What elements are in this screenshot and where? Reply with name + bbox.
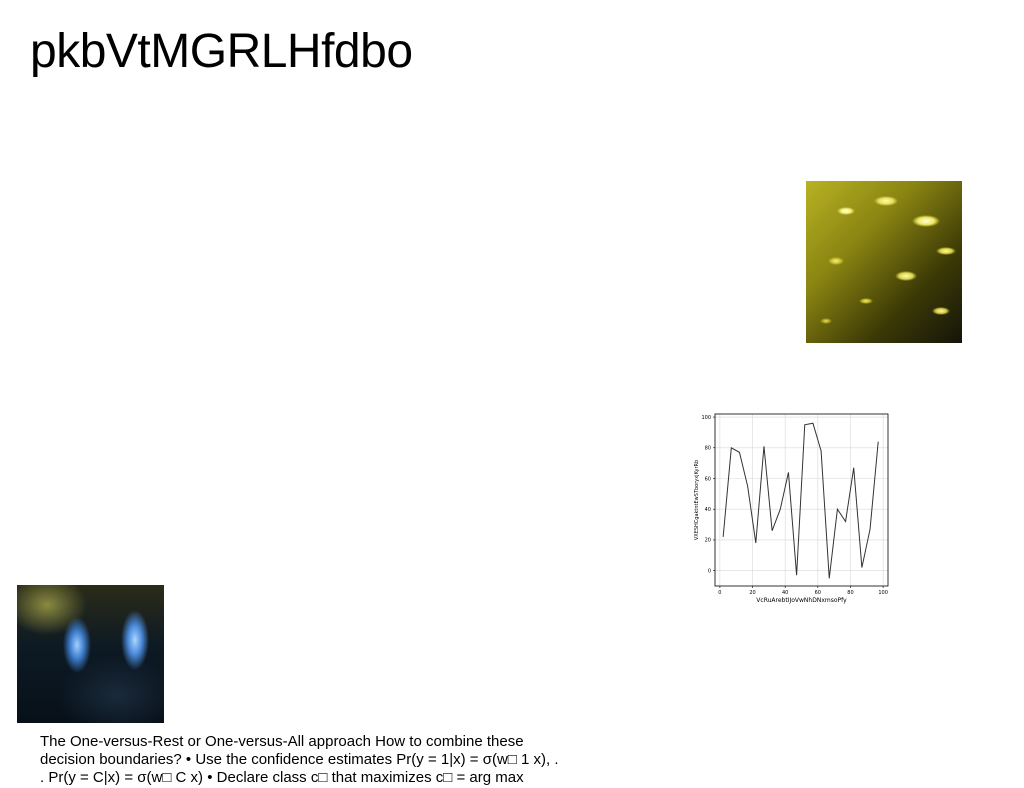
y-tick-label: 60 [705, 476, 711, 482]
plot-frame [714, 413, 889, 587]
y-tick-label: 40 [705, 507, 711, 513]
y-tick-label: 0 [708, 568, 711, 574]
caption-line: . Pr(y = C|x) = σ(w□ C x) • Declare clas… [40, 769, 524, 786]
caption-text: The One-versus-Rest or One-versus-All ap… [40, 733, 600, 787]
series-line [722, 422, 879, 579]
y-tick-label: 80 [705, 446, 711, 452]
blue-lights-image [17, 585, 164, 723]
x-tick-label: 0 [718, 590, 721, 596]
y-tick-label: 100 [701, 415, 711, 421]
x-tick-label: 100 [878, 590, 888, 596]
chart-grid [715, 414, 888, 586]
line-chart: 0 20 40 60 80 100 0 20 40 60 80 100 VcRuArebtIJoVwN… [694, 413, 889, 604]
x-tick-label: 20 [749, 590, 755, 596]
slide-title: pkbVtMGRLHfdbo [30, 25, 413, 78]
x-tick-label: 60 [815, 590, 821, 596]
x-axis-label: VcRuArebtIJoVwNhDNxmsoPfy [756, 597, 847, 604]
caption-line: The One-versus-Rest or One-versus-All ap… [40, 733, 524, 750]
caption-line: decision boundaries? • Use the confidenc… [40, 751, 559, 768]
y-tick-label: 20 [705, 538, 711, 544]
chart-ticks: 0 20 40 60 80 100 0 20 40 60 80 100 [701, 415, 887, 596]
x-tick-label: 40 [782, 590, 788, 596]
x-tick-label: 80 [847, 590, 853, 596]
yellow-sparks-image [806, 181, 962, 343]
y-axis-label: VXESHCgaktntEwSTboryxjKyrRb [694, 460, 700, 540]
